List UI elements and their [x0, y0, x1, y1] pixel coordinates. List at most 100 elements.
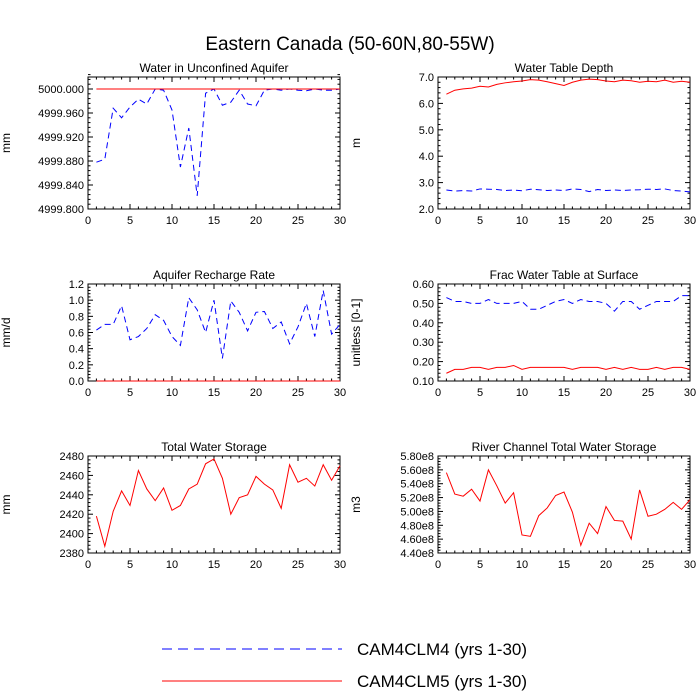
panel-title: River Channel Total Water Storage	[472, 440, 657, 454]
x-tick-label: 10	[516, 215, 528, 227]
x-tick-label: 10	[516, 387, 528, 399]
y-tick-label: 2380	[60, 548, 84, 560]
x-tick-label: 30	[334, 559, 346, 571]
y-tick-label: 0.50	[413, 298, 434, 310]
x-tick-label: 5	[127, 387, 133, 399]
series-line-cam4clm4	[96, 290, 341, 359]
y-tick-label: 0.60	[413, 279, 434, 291]
y-tick-label: 2440	[60, 490, 84, 502]
x-tick-label: 15	[558, 215, 570, 227]
y-tick-label: 4.80e8	[400, 520, 434, 532]
x-tick-label: 5	[477, 559, 483, 571]
panel-river-channel-total-water-storage: River Channel Total Water Storage m3 0 5 10 1…	[349, 440, 696, 571]
x-tick-label: 25	[292, 215, 304, 227]
y-tick-label: 6.0	[419, 98, 434, 110]
y-tick-label: 4.40e8	[400, 548, 434, 560]
y-axis-label: m	[349, 138, 363, 148]
x-tick-label: 0	[435, 559, 441, 571]
panel-water-in-unconfined-aquifer: Water in Unconfined Aquifer mm 0 5 10 15 20 25 3…	[0, 61, 346, 227]
y-tick-label: 0.30	[413, 337, 434, 349]
y-axis-label: unitless [0-1]	[349, 298, 363, 366]
x-tick-label: 20	[250, 215, 262, 227]
x-tick-label: 0	[85, 215, 91, 227]
x-tick-label: 20	[250, 387, 262, 399]
panel-title: Total Water Storage	[161, 440, 267, 454]
x-tick-label: 25	[642, 215, 654, 227]
y-tick-label: 5.60e8	[400, 465, 434, 477]
y-axis-label: mm	[0, 495, 13, 515]
y-tick-label: 4.60e8	[400, 534, 434, 546]
x-tick-label: 30	[334, 215, 346, 227]
legend-label-cam4clm5: CAM4CLM5 (yrs 1-30)	[357, 672, 527, 691]
y-tick-label: 4.0	[419, 151, 434, 163]
y-tick-label: 5.40e8	[400, 479, 434, 491]
y-tick-label: 0.8	[69, 311, 84, 323]
x-tick-label: 15	[558, 387, 570, 399]
y-tick-label: 2480	[60, 451, 84, 463]
panel-title: Frac Water Table at Surface	[490, 268, 639, 282]
legend: CAM4CLM4 (yrs 1-30) CAM4CLM5 (yrs 1-30)	[162, 640, 527, 691]
plot-frame	[437, 76, 691, 210]
x-tick-label: 15	[208, 215, 220, 227]
series-line-cam4clm5	[445, 468, 691, 548]
x-tick-label: 5	[477, 387, 483, 399]
x-tick-label: 25	[642, 559, 654, 571]
y-tick-label: 5.0	[419, 125, 434, 137]
y-axis-label: mm/d	[0, 318, 13, 348]
y-tick-label: 0.4	[69, 344, 84, 356]
y-tick-label: 0.20	[413, 357, 434, 369]
x-tick-label: 25	[292, 387, 304, 399]
plot-frame	[87, 455, 341, 554]
series-line-cam4clm5	[95, 458, 341, 549]
x-tick-label: 0	[85, 559, 91, 571]
x-tick-label: 20	[250, 559, 262, 571]
y-tick-label: 0.10	[413, 376, 434, 388]
y-tick-label: 0.40	[413, 318, 434, 330]
y-tick-label: 4999.800	[38, 204, 84, 216]
series-line-cam4clm4	[446, 295, 690, 312]
x-tick-label: 30	[684, 387, 696, 399]
panel-frac-water-table-at-surface: Frac Water Table at Surface unitless [0-1…	[349, 268, 696, 399]
y-tick-label: 4999.880	[38, 156, 84, 168]
y-tick-label: 2400	[60, 529, 84, 541]
x-tick-label: 5	[477, 215, 483, 227]
series-line-cam4clm5	[446, 364, 691, 374]
plot-frame	[437, 455, 691, 554]
panel-title: Water Table Depth	[515, 61, 614, 75]
y-tick-label: 3.0	[419, 178, 434, 190]
x-tick-label: 15	[208, 387, 220, 399]
x-tick-label: 0	[435, 387, 441, 399]
y-tick-label: 2420	[60, 509, 84, 521]
x-tick-label: 30	[334, 387, 346, 399]
plot-frame	[87, 283, 341, 382]
x-tick-label: 5	[127, 559, 133, 571]
x-tick-label: 10	[166, 559, 178, 571]
x-tick-label: 15	[208, 559, 220, 571]
x-tick-label: 25	[642, 387, 654, 399]
x-tick-label: 20	[600, 559, 612, 571]
x-tick-label: 30	[684, 559, 696, 571]
y-tick-label: 4999.920	[38, 132, 84, 144]
panel-water-table-depth: Water Table Depth m 0 5 10 15 20 25 30 2.0 3.0 4.0 5…	[349, 61, 696, 227]
plot-frame	[87, 76, 341, 210]
x-tick-label: 10	[166, 387, 178, 399]
panel-title: Aquifer Recharge Rate	[153, 268, 275, 282]
y-axis-label: mm	[0, 133, 13, 153]
x-tick-label: 30	[684, 215, 696, 227]
series-line-cam4clm4	[446, 188, 691, 193]
x-tick-label: 10	[166, 215, 178, 227]
panel-aquifer-recharge-rate: Aquifer Recharge Rate mm/d 0 5 10 15 20 25 30 0.0…	[0, 268, 346, 399]
y-tick-label: 4999.840	[38, 180, 84, 192]
y-tick-label: 1.2	[69, 279, 84, 291]
y-tick-label: 0.2	[69, 360, 84, 372]
x-tick-label: 25	[292, 559, 304, 571]
panel-title: Water in Unconfined Aquifer	[140, 61, 289, 75]
x-tick-label: 5	[127, 215, 133, 227]
y-tick-label: 7.0	[419, 72, 434, 84]
y-tick-label: 5.80e8	[400, 451, 434, 463]
series-line-cam4clm5	[446, 78, 691, 95]
x-tick-label: 10	[516, 559, 528, 571]
plot-frame	[437, 283, 691, 382]
x-tick-label: 20	[600, 387, 612, 399]
